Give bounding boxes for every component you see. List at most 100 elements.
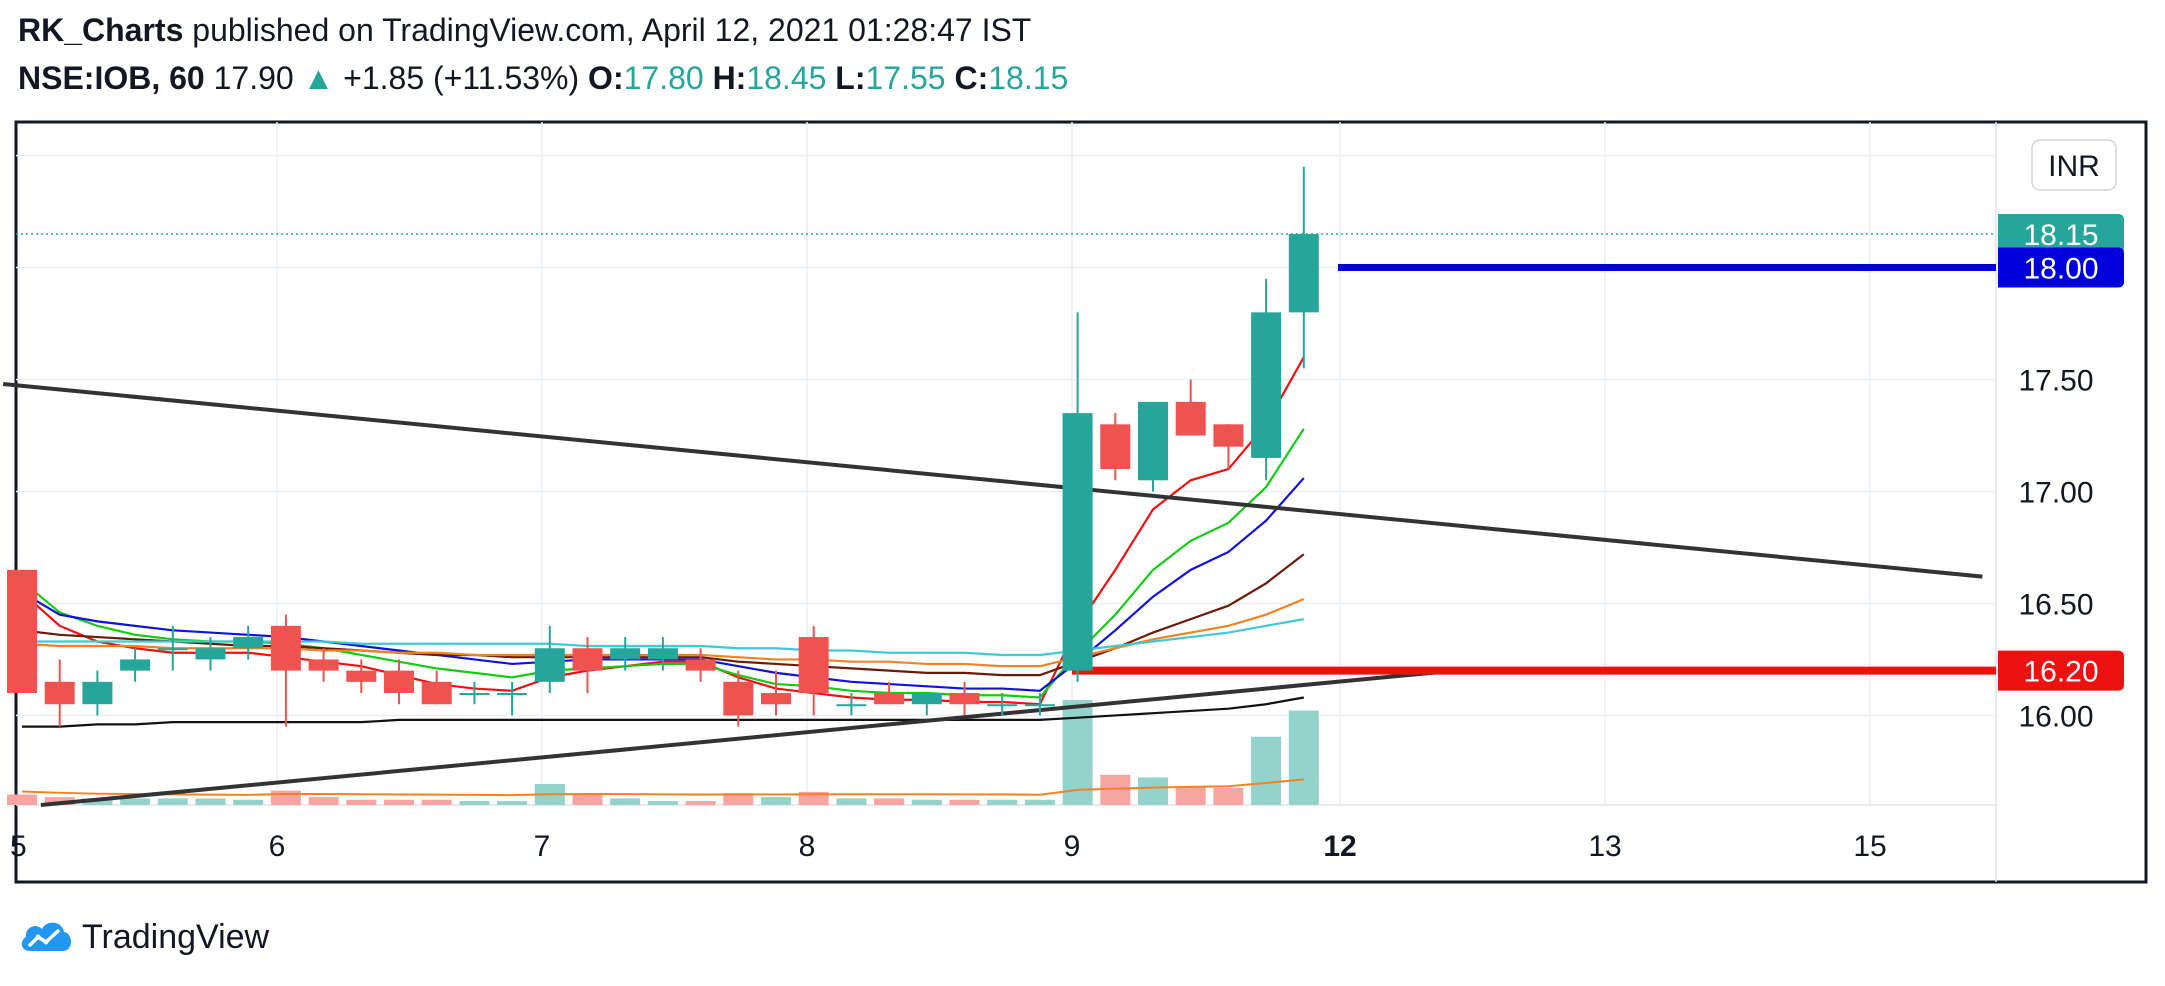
candle-body (987, 704, 1018, 707)
volume-bar (157, 798, 188, 805)
candle (233, 625, 264, 660)
candle-body (685, 659, 716, 671)
candle (421, 670, 452, 705)
candle-body (949, 693, 980, 705)
candle (82, 670, 113, 716)
candle-body (82, 681, 113, 705)
volume-bar (233, 799, 264, 805)
candle-body (270, 625, 301, 671)
candle (911, 693, 942, 716)
candle-body (798, 637, 829, 694)
candle (685, 648, 716, 682)
high-value: 18.45 (746, 60, 827, 96)
publisher-name: RK_Charts (18, 12, 184, 48)
candle-body (233, 637, 264, 649)
candle (836, 693, 867, 716)
candle (1138, 401, 1168, 492)
volume-bar (7, 794, 37, 805)
candle-body (308, 659, 339, 671)
volume-bar (761, 797, 791, 805)
candle (195, 637, 226, 671)
volume-bar (270, 790, 301, 805)
low-label: L: (835, 60, 866, 96)
volume-bar (874, 798, 905, 805)
level-badge-16-20-box (1998, 650, 2124, 691)
x-tick-label-partial: 5 (10, 830, 27, 863)
candle (44, 659, 75, 727)
candle-body (459, 693, 490, 696)
candle (1288, 166, 1319, 369)
candle (1213, 424, 1244, 470)
candle (723, 670, 754, 727)
candle-body (1062, 413, 1093, 671)
volume-bar (610, 798, 641, 805)
x-tick-label: 7 (534, 830, 551, 863)
volume-ma-line (21, 778, 1304, 797)
tradingview-logo: TradingView (18, 912, 269, 962)
high-label: H: (712, 60, 747, 96)
candle-body (120, 659, 151, 671)
x-tick-label: 12 (1323, 830, 1356, 863)
y-tick-label: 17.50 (2018, 365, 2093, 398)
candle-body (874, 693, 905, 705)
level-badge-18-box (1998, 247, 2124, 288)
y-tick-label: 17.00 (2018, 476, 2093, 509)
candle (987, 693, 1018, 716)
candle (1251, 278, 1282, 481)
candle (874, 681, 905, 705)
volume-bar (346, 799, 377, 805)
candle-body (911, 693, 942, 705)
x-tick-label: 8 (799, 830, 816, 863)
candle (610, 637, 641, 671)
published-text: published on TradingView.com, April 12, … (192, 12, 1032, 48)
y-tick-label: 16.50 (2018, 588, 2093, 621)
currency-badge: INR (2031, 139, 2117, 191)
trendline (2, 382, 1983, 579)
x-tick-label: 13 (1588, 830, 1621, 863)
candle-body (1288, 233, 1319, 313)
candle-body (610, 648, 641, 660)
candle-body (421, 681, 452, 705)
candle-body (761, 693, 791, 705)
low-value: 17.55 (865, 60, 946, 96)
level-badge-16-20: 16.20 (1998, 650, 2124, 691)
tradingview-brand: TradingView (82, 917, 270, 956)
open-label: O: (588, 60, 624, 96)
x-tick-label: 6 (269, 830, 286, 863)
price-change: +1.85 (+11.53%) (343, 60, 580, 96)
volume-bar (384, 799, 414, 805)
volume-bar (1288, 710, 1319, 805)
cloud-logo-icon (21, 922, 72, 951)
close-value: 18.15 (988, 60, 1069, 96)
candle-body (7, 569, 37, 694)
currency-box (2031, 139, 2117, 191)
candle-body (346, 670, 377, 682)
volume-bar (1251, 736, 1282, 805)
volume-bar (1213, 787, 1244, 805)
candle-body (1100, 424, 1131, 470)
candle-body (384, 670, 414, 694)
volume-bar (949, 799, 980, 805)
current-price-badge-text: 18.15 (2023, 219, 2098, 252)
last-price: 17.90 (213, 60, 294, 96)
volume-bar (308, 797, 339, 805)
symbol-label: NSE:IOB, 60 (18, 60, 205, 96)
trendline (40, 668, 1455, 807)
candle-body (647, 648, 678, 660)
level-badge-18: 18.00 (1998, 247, 2124, 288)
volume-bar (911, 799, 942, 805)
symbol-line: NSE:IOB, 60 17.90 ▲ +1.85 (+11.53%) O:17… (18, 60, 1068, 97)
close-label: C: (954, 60, 989, 96)
candle (384, 659, 414, 705)
candle (572, 637, 603, 694)
candle-body (1138, 401, 1168, 481)
candle (761, 670, 791, 716)
candle (120, 648, 151, 682)
candle-body (572, 648, 603, 671)
volume-bar (836, 798, 867, 805)
candle (346, 659, 377, 694)
level-badge-18-text: 18.00 (2023, 253, 2098, 286)
volume-bar (572, 794, 603, 805)
candle-body (1213, 424, 1244, 447)
